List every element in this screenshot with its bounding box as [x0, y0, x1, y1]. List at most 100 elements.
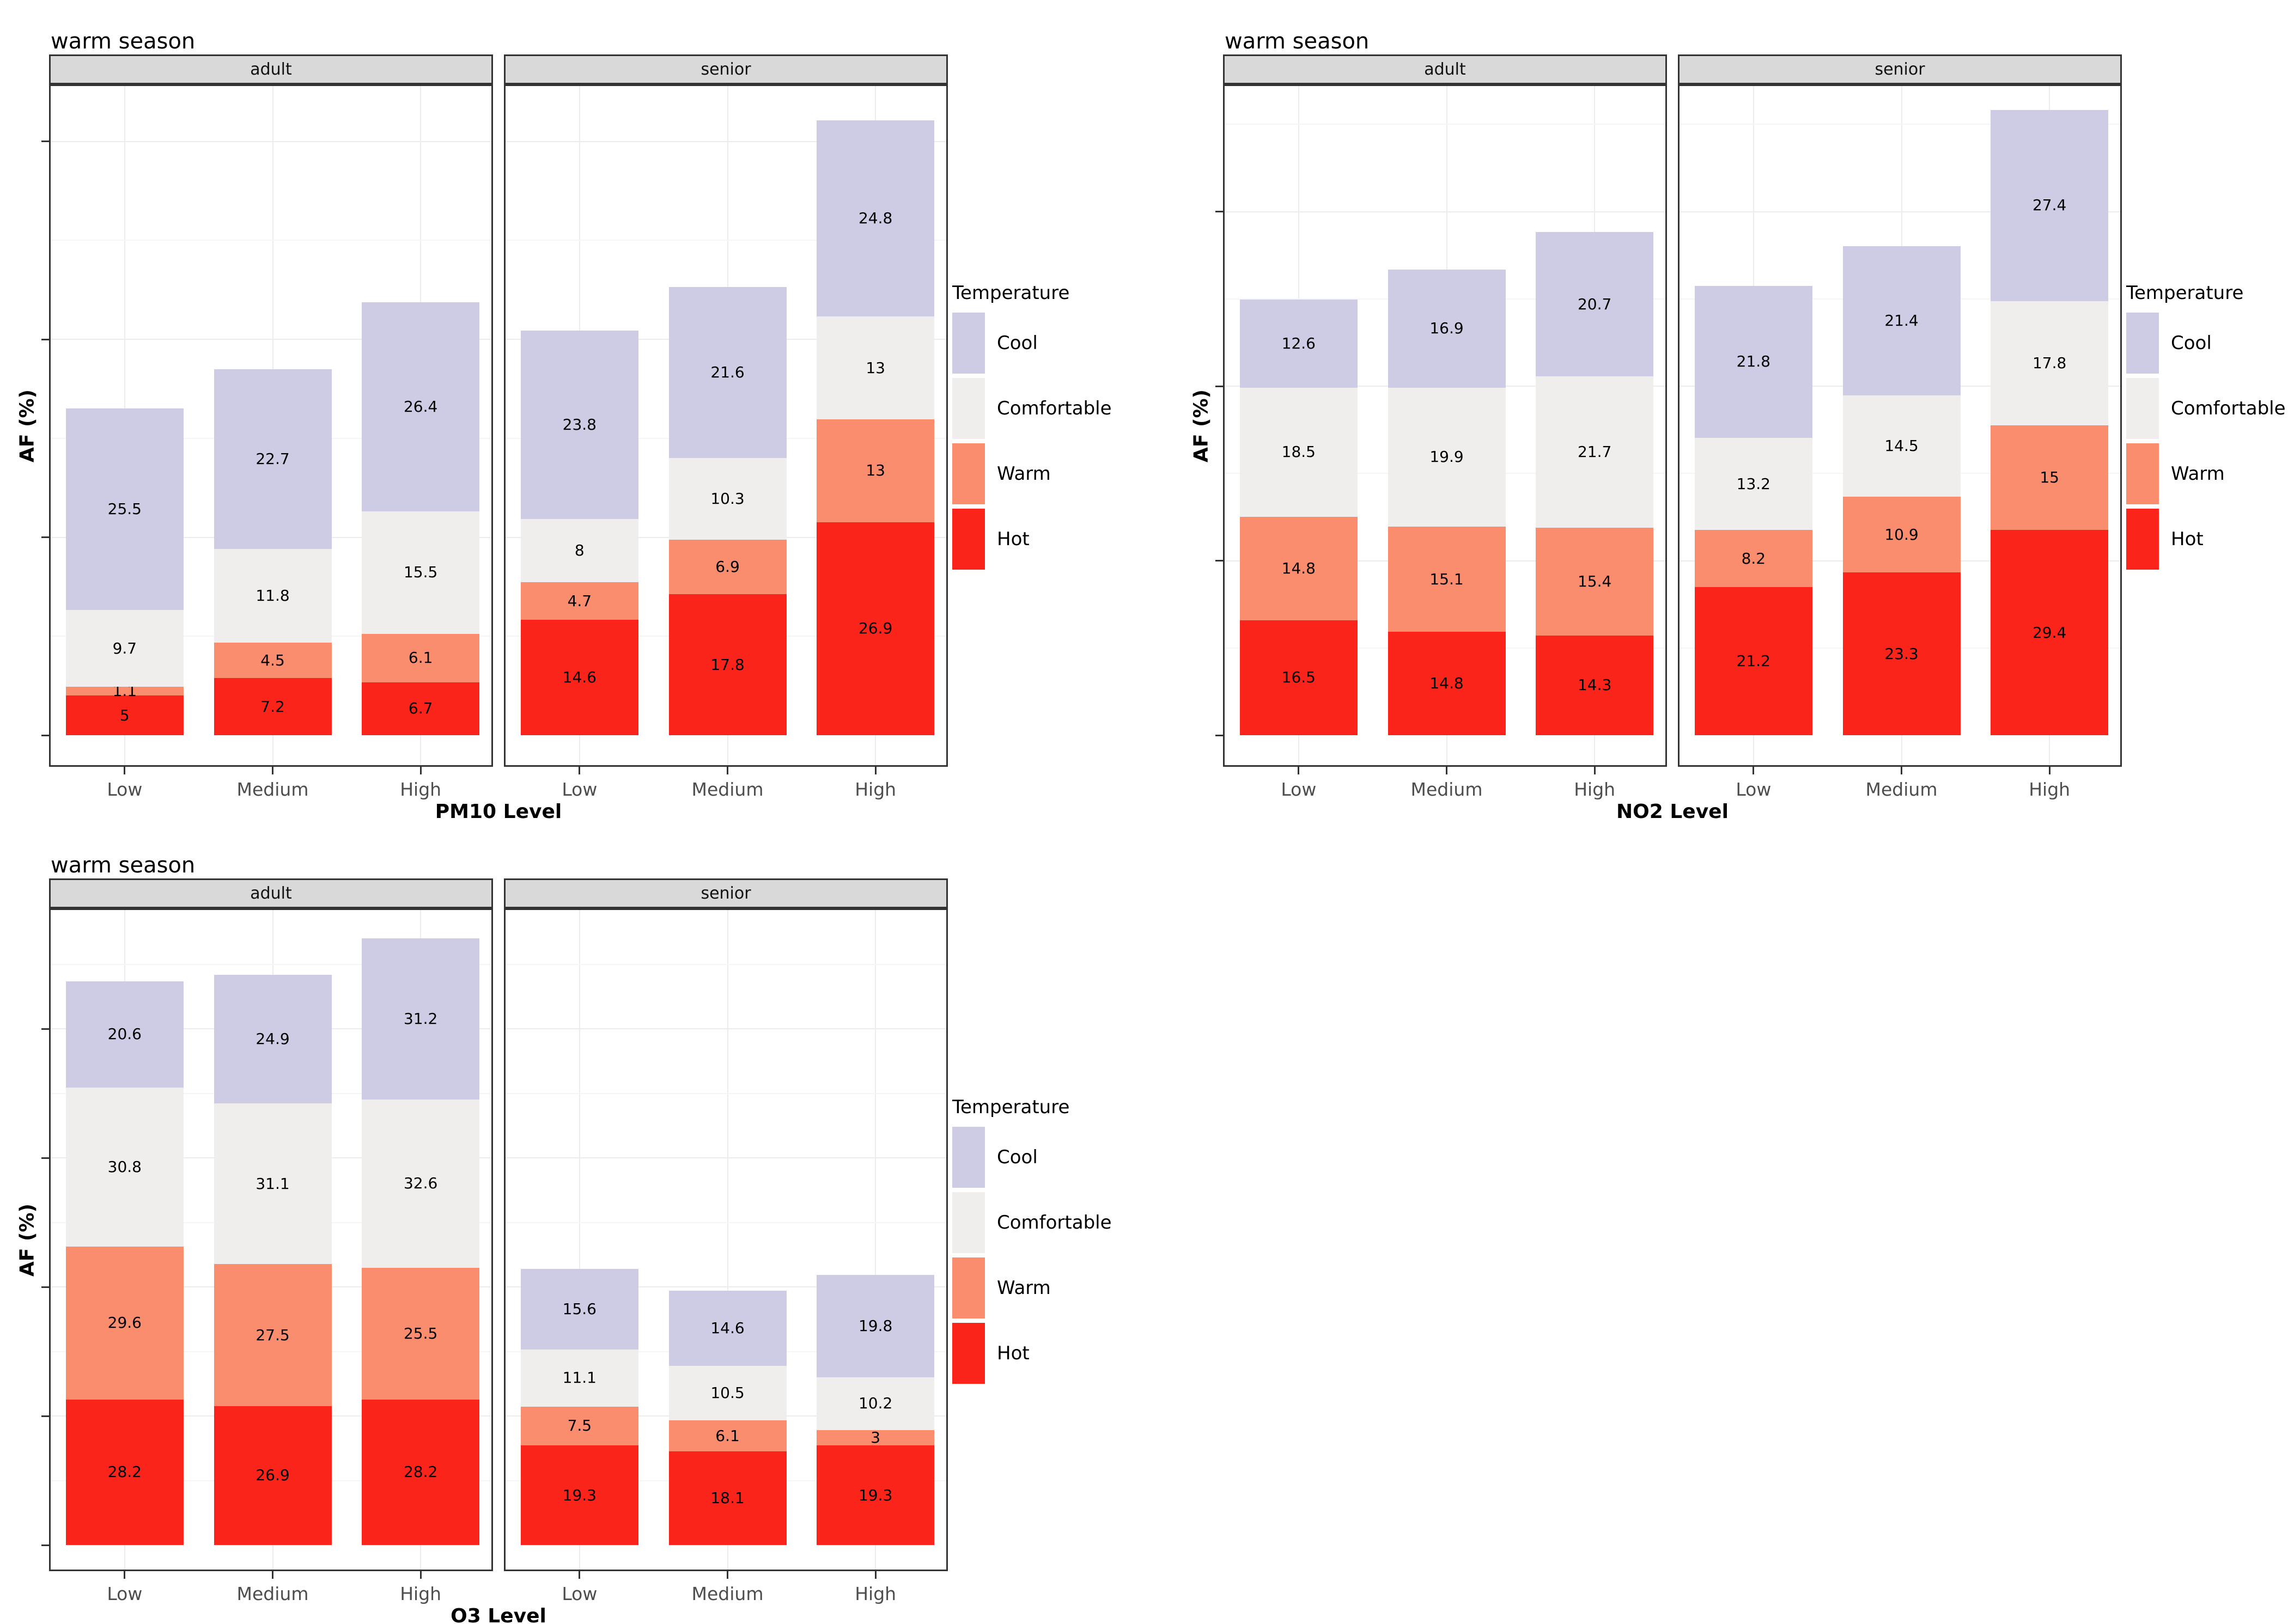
legend-item-cool: Cool: [952, 312, 1170, 374]
bar-value-label: 14.8: [1429, 674, 1464, 693]
legend-swatch-warm: [952, 443, 985, 504]
bar-value-label: 27.5: [255, 1326, 290, 1344]
bar-segment-comfortable: [362, 1099, 480, 1268]
x-tick: [1593, 767, 1596, 774]
legend-title: Temperature: [952, 1096, 1070, 1118]
bar-segment-cool: [520, 331, 638, 520]
facet-strip: senior: [504, 878, 948, 908]
legend-title: Temperature: [2126, 282, 2244, 304]
y-tick: [1215, 385, 1223, 387]
bar-segment-hot: [817, 522, 935, 735]
bar-segment-comfortable: [817, 316, 935, 419]
x-tick-label: Medium: [1865, 779, 1938, 800]
y-tick: [41, 1544, 49, 1546]
bar-segment-cool: [1694, 285, 1812, 438]
x-tick: [727, 767, 728, 774]
legend-item-cool: Cool: [952, 1126, 1170, 1188]
bar-value-label: 10.2: [858, 1394, 893, 1413]
bar-segment-cool: [362, 938, 480, 1100]
bar-segment-cool: [65, 981, 184, 1088]
x-tick-label: High: [855, 1583, 897, 1604]
bar-segment-cool: [817, 120, 935, 316]
bar-value-label: 15.6: [562, 1299, 597, 1318]
x-tick: [874, 767, 877, 774]
bar-value-label: 16.9: [1429, 319, 1464, 338]
bar-value-label: 22.7: [255, 450, 290, 468]
bar-value-label: 6.1: [408, 649, 433, 667]
bar-value-label: 28.2: [403, 1463, 438, 1481]
bar-segment-hot: [1388, 632, 1506, 735]
bar-segment-comfortable: [1694, 437, 1812, 530]
bar-value-label: 20.6: [107, 1025, 142, 1043]
gridline-minor: [51, 240, 491, 241]
legend-label: Comfortable: [997, 397, 1112, 419]
facet-strip: adult: [49, 54, 493, 84]
bar-segment-cool: [1842, 246, 1961, 395]
bar-segment-warm: [1388, 526, 1506, 632]
bar-value-label: 16.5: [1281, 668, 1316, 687]
bar-segment-warm: [65, 1247, 184, 1400]
y-tick: [1215, 211, 1223, 213]
bar-segment-cool: [214, 369, 332, 550]
x-tick-label: High: [855, 779, 897, 800]
bar-value-label: 15: [2040, 468, 2059, 487]
facet-strip: adult: [1223, 54, 1667, 84]
facet-panel: 16.5 14.8 18.5 12.6 14.8 15.1 19.9 16.9 14.3 15.4…: [1223, 84, 1667, 767]
bar-segment-comfortable: [1388, 387, 1506, 527]
legend: Temperature Cool Comfortable Warm Hot: [952, 282, 1170, 570]
x-axis-title: NO2 Level: [1616, 801, 1729, 823]
bar-segment-comfortable: [1842, 395, 1961, 497]
legend-label: Warm: [2171, 462, 2225, 485]
bar-segment-warm: [520, 582, 638, 620]
gridline-vertical: [875, 910, 877, 1570]
x-tick-label: Medium: [236, 1583, 309, 1604]
legend-swatch-cool: [2126, 312, 2159, 374]
bar-segment-cool: [1239, 300, 1358, 388]
legend-item-hot: Hot: [952, 1322, 1170, 1384]
legend-swatch-warm: [2126, 443, 2159, 504]
bar-segment-cool: [668, 1290, 787, 1366]
bar-value-label: 15.5: [403, 563, 438, 582]
bar-segment-hot: [1842, 572, 1961, 735]
legend-swatch-comfortable: [952, 377, 985, 439]
x-tick: [272, 767, 273, 774]
bar-segment-hot: [668, 594, 787, 735]
legend-item-comfortable: Comfortable: [952, 377, 1170, 439]
bar-segment-warm: [1694, 530, 1812, 588]
bar-value-label: 17.8: [2032, 353, 2067, 372]
facet-panel: 14.6 4.7 8 23.8 17.8 6.9 10.3 21.6 26.9 13 13 24.8: [504, 84, 948, 767]
bar-value-label: 14.5: [1884, 436, 1919, 455]
bar-value-label: 30.8: [107, 1158, 142, 1176]
y-tick: [41, 536, 49, 539]
legend-swatch-comfortable: [952, 1192, 985, 1253]
bar-segment-cool: [817, 1275, 935, 1377]
x-tick: [124, 767, 126, 774]
x-tick-label: High: [1574, 779, 1616, 800]
gridline-major: [51, 339, 491, 340]
chart-title: warm season: [1225, 29, 1370, 54]
bar-segment-hot: [65, 695, 184, 735]
bar-segment-warm: [65, 687, 184, 696]
bar-value-label: 32.6: [403, 1174, 438, 1193]
bar-segment-comfortable: [65, 610, 184, 687]
x-tick: [727, 1571, 728, 1579]
bar-value-label: 4.5: [260, 651, 285, 669]
bar-segment-hot: [214, 1406, 332, 1545]
gridline-minor: [506, 240, 946, 241]
bar-value-label: 21.6: [710, 363, 745, 382]
x-tick-label: Low: [562, 779, 598, 800]
bar-segment-comfortable: [65, 1088, 184, 1247]
y-axis-title: AF (%): [1190, 389, 1213, 462]
bar-segment-hot: [668, 1451, 787, 1545]
legend-item-comfortable: Comfortable: [952, 1192, 1170, 1253]
bar-value-label: 14.6: [562, 668, 597, 686]
bar-segment-cool: [214, 975, 332, 1104]
bar-segment-comfortable: [668, 1366, 787, 1420]
x-tick-label: Low: [562, 1583, 598, 1604]
legend-label: Comfortable: [2171, 397, 2286, 419]
bar-value-label: 26.9: [255, 1466, 290, 1485]
bar-segment-warm: [1239, 516, 1358, 620]
bar-value-label: 31.1: [255, 1174, 290, 1193]
legend-label: Cool: [2171, 332, 2212, 354]
y-tick: [41, 1415, 49, 1417]
